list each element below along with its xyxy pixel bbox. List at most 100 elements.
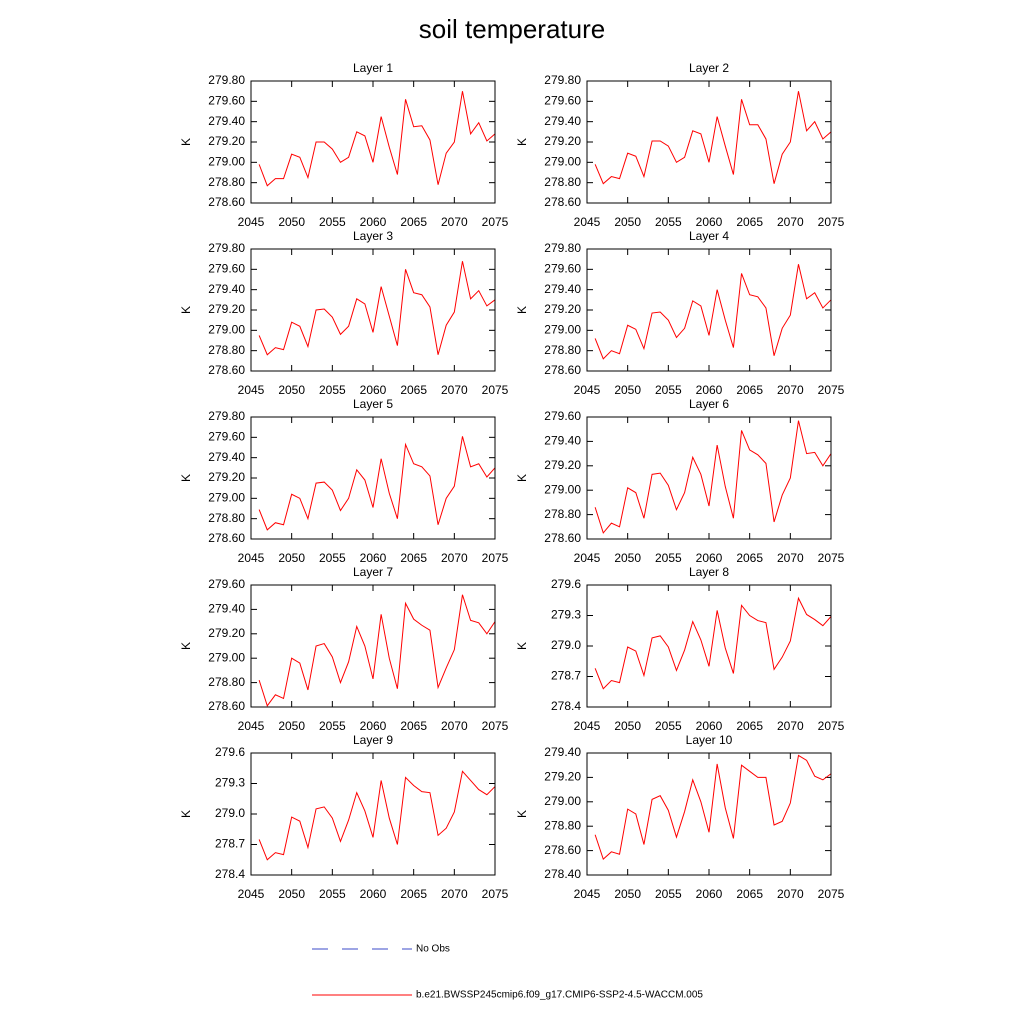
x-tick-label: 2060 <box>696 215 723 229</box>
x-tick-label: 2055 <box>655 551 682 565</box>
x-tick-label: 2045 <box>574 215 601 229</box>
y-tick-label: 279.00 <box>208 650 245 664</box>
x-tick-label: 2055 <box>655 719 682 733</box>
x-tick-label: 2045 <box>574 887 601 901</box>
y-tick-label: 279.40 <box>208 450 245 464</box>
panel-title: Layer 7 <box>353 565 393 579</box>
legend-label: No Obs <box>416 944 450 955</box>
y-tick-label: 278.80 <box>208 675 245 689</box>
x-tick-label: 2070 <box>441 383 468 397</box>
y-tick-label: 279.20 <box>208 134 245 148</box>
x-tick-label: 2055 <box>319 719 346 733</box>
y-tick-label: 278.7 <box>551 669 581 683</box>
y-tick-label: 279.40 <box>208 114 245 128</box>
y-tick-label: 279.00 <box>544 155 581 169</box>
x-tick-label: 2060 <box>360 383 387 397</box>
y-tick-label: 279.60 <box>544 262 581 276</box>
y-tick-label: 279.40 <box>544 745 581 759</box>
plot-frame <box>586 584 832 708</box>
y-axis-label: K <box>179 474 193 482</box>
plot-frame <box>586 752 832 876</box>
x-tick-label: 2065 <box>736 215 763 229</box>
x-tick-label: 2060 <box>696 887 723 901</box>
x-tick-label: 2060 <box>360 719 387 733</box>
panel-title: Layer 4 <box>689 229 729 243</box>
y-tick-label: 278.60 <box>208 363 245 377</box>
y-tick-label: 278.60 <box>544 531 581 545</box>
y-tick-label: 279.80 <box>208 409 245 423</box>
x-tick-label: 2075 <box>818 215 845 229</box>
x-tick-label: 2075 <box>818 551 845 565</box>
y-tick-label: 279.20 <box>208 626 245 640</box>
y-tick-label: 278.80 <box>544 343 581 357</box>
x-tick-label: 2060 <box>696 551 723 565</box>
y-tick-label: 279.60 <box>208 577 245 591</box>
y-axis-label: K <box>179 138 193 146</box>
y-axis-label: K <box>179 306 193 314</box>
y-tick-label: 279.80 <box>544 73 581 87</box>
y-tick-label: 279.20 <box>544 134 581 148</box>
x-tick-label: 2045 <box>238 383 265 397</box>
y-tick-label: 279.80 <box>208 241 245 255</box>
x-tick-label: 2065 <box>400 551 427 565</box>
panel-title: Layer 10 <box>686 733 733 747</box>
y-tick-label: 278.40 <box>544 867 581 881</box>
y-tick-label: 279.80 <box>544 241 581 255</box>
x-tick-label: 2075 <box>482 719 509 733</box>
x-tick-label: 2050 <box>278 719 305 733</box>
x-tick-label: 2050 <box>614 887 641 901</box>
plot-frame <box>586 80 832 204</box>
x-tick-label: 2070 <box>441 719 468 733</box>
x-tick-label: 2065 <box>736 551 763 565</box>
x-tick-label: 2050 <box>614 215 641 229</box>
y-tick-label: 279.0 <box>551 638 581 652</box>
y-tick-label: 278.4 <box>215 867 245 881</box>
y-tick-label: 278.80 <box>208 343 245 357</box>
data-line <box>258 594 496 707</box>
y-tick-label: 278.80 <box>544 818 581 832</box>
panel-title: Layer 1 <box>353 61 393 75</box>
y-tick-label: 279.0 <box>215 806 245 820</box>
x-tick-label: 2055 <box>655 215 682 229</box>
y-tick-label: 279.40 <box>544 114 581 128</box>
plot-frame <box>586 248 832 372</box>
x-tick-label: 2065 <box>400 719 427 733</box>
y-tick-label: 278.80 <box>544 507 581 521</box>
chart-title: soil temperature <box>419 14 605 44</box>
panel-title: Layer 9 <box>353 733 393 747</box>
y-tick-label: 278.60 <box>208 699 245 713</box>
y-tick-label: 279.00 <box>208 491 245 505</box>
x-tick-label: 2075 <box>482 215 509 229</box>
y-tick-label: 278.60 <box>208 531 245 545</box>
x-tick-label: 2065 <box>736 719 763 733</box>
x-tick-label: 2045 <box>238 719 265 733</box>
plot-frame <box>250 584 496 708</box>
x-tick-label: 2075 <box>482 551 509 565</box>
y-tick-label: 279.20 <box>544 770 581 784</box>
x-tick-label: 2050 <box>278 383 305 397</box>
y-tick-label: 279.3 <box>215 776 245 790</box>
y-tick-label: 279.6 <box>551 577 581 591</box>
plot-frame <box>250 248 496 372</box>
y-tick-label: 278.60 <box>208 195 245 209</box>
y-tick-label: 278.7 <box>215 837 245 851</box>
x-tick-label: 2045 <box>574 719 601 733</box>
x-tick-label: 2070 <box>777 383 804 397</box>
y-tick-label: 279.40 <box>208 282 245 296</box>
x-tick-label: 2070 <box>777 551 804 565</box>
y-tick-label: 279.60 <box>208 262 245 276</box>
x-tick-label: 2065 <box>400 383 427 397</box>
x-tick-label: 2055 <box>319 887 346 901</box>
y-axis-label: K <box>515 138 529 146</box>
x-tick-label: 2045 <box>574 383 601 397</box>
data-line <box>594 264 832 360</box>
x-tick-label: 2075 <box>818 887 845 901</box>
x-tick-label: 2075 <box>482 887 509 901</box>
x-tick-label: 2045 <box>238 551 265 565</box>
x-tick-label: 2045 <box>238 887 265 901</box>
x-tick-label: 2060 <box>360 551 387 565</box>
data-line <box>258 770 496 861</box>
y-tick-label: 279.60 <box>208 430 245 444</box>
data-line <box>594 596 832 690</box>
y-tick-label: 278.60 <box>544 195 581 209</box>
